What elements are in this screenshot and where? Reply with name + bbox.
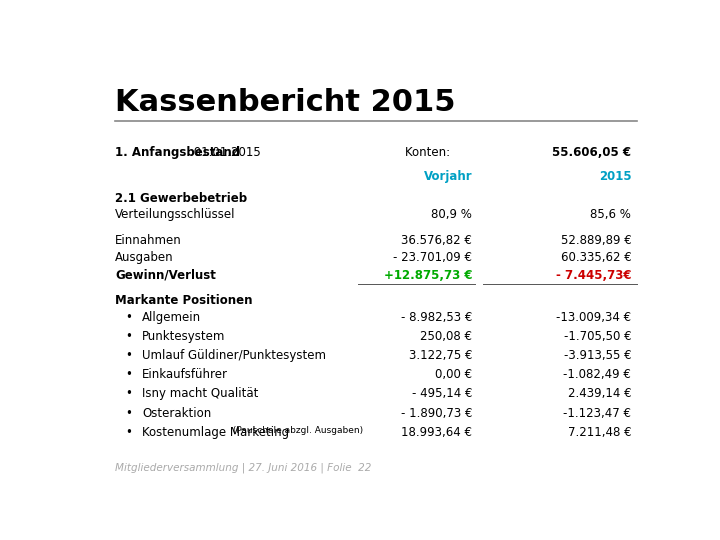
Text: - 23.701,09 €: - 23.701,09 €: [393, 251, 472, 264]
Text: 0,00 €: 0,00 €: [435, 368, 472, 381]
Text: -1.123,47 €: -1.123,47 €: [563, 407, 631, 420]
Text: 2.439,14 €: 2.439,14 €: [567, 388, 631, 401]
Text: +12.875,73 €: +12.875,73 €: [384, 268, 472, 281]
Text: 36.576,82 €: 36.576,82 €: [401, 234, 472, 247]
Text: 60.335,62 €: 60.335,62 €: [560, 251, 631, 264]
Text: Umlauf Güldiner/Punktesystem: Umlauf Güldiner/Punktesystem: [142, 349, 326, 362]
Text: - 8.982,53 €: - 8.982,53 €: [401, 311, 472, 324]
Text: Gewinn/Verlust: Gewinn/Verlust: [115, 268, 216, 281]
Text: - 7.445,73€: - 7.445,73€: [556, 268, 631, 281]
Text: 52.889,89 €: 52.889,89 €: [560, 234, 631, 247]
Text: 18.993,64 €: 18.993,64 €: [401, 426, 472, 438]
Text: -1.082,49 €: -1.082,49 €: [563, 368, 631, 381]
Text: •: •: [125, 368, 132, 381]
Text: Verteilungsschlüssel: Verteilungsschlüssel: [115, 208, 235, 221]
Text: -13.009,34 €: -13.009,34 €: [556, 311, 631, 324]
Text: 01.01.2015: 01.01.2015: [190, 146, 261, 159]
Text: •: •: [125, 407, 132, 420]
Text: -1.705,50 €: -1.705,50 €: [564, 330, 631, 343]
Text: 1. Anfangsbestand: 1. Anfangsbestand: [115, 146, 240, 159]
Text: 2.1 Gewerbebetrieb: 2.1 Gewerbebetrieb: [115, 192, 247, 205]
Text: •: •: [125, 349, 132, 362]
Text: •: •: [125, 330, 132, 343]
Text: Osteraktion: Osteraktion: [142, 407, 211, 420]
Text: Markante Positionen: Markante Positionen: [115, 294, 253, 307]
Text: 3.122,75 €: 3.122,75 €: [409, 349, 472, 362]
Text: 250,08 €: 250,08 €: [420, 330, 472, 343]
Text: - 495,14 €: - 495,14 €: [412, 388, 472, 401]
Text: Kassenbericht 2015: Kassenbericht 2015: [115, 87, 456, 117]
Text: 2015: 2015: [598, 170, 631, 183]
Text: Einkaufsführer: Einkaufsführer: [142, 368, 228, 381]
Text: Einnahmen: Einnahmen: [115, 234, 182, 247]
Text: Konten:: Konten:: [405, 146, 454, 159]
Text: •: •: [125, 426, 132, 438]
Text: •: •: [125, 311, 132, 324]
Text: Allgemein: Allgemein: [142, 311, 201, 324]
Text: •: •: [125, 388, 132, 401]
Text: 80,9 %: 80,9 %: [431, 208, 472, 221]
Text: Vorjahr: Vorjahr: [423, 170, 472, 183]
Text: 7.211,48 €: 7.211,48 €: [567, 426, 631, 438]
Text: Mitgliederversammlung | 27. Juni 2016 | Folie  22: Mitgliederversammlung | 27. Juni 2016 | …: [115, 463, 372, 473]
Text: 85,6 %: 85,6 %: [590, 208, 631, 221]
Text: -3.913,55 €: -3.913,55 €: [564, 349, 631, 362]
Text: Isny macht Qualität: Isny macht Qualität: [142, 388, 258, 401]
Text: (Pauschale abzgl. Ausgaben): (Pauschale abzgl. Ausgaben): [230, 426, 364, 435]
Text: 55.606,05 €: 55.606,05 €: [552, 146, 631, 159]
Text: Kostenumlage Marketing: Kostenumlage Marketing: [142, 426, 289, 438]
Text: Punktesystem: Punktesystem: [142, 330, 225, 343]
Text: Ausgaben: Ausgaben: [115, 251, 174, 264]
Text: - 1.890,73 €: - 1.890,73 €: [401, 407, 472, 420]
